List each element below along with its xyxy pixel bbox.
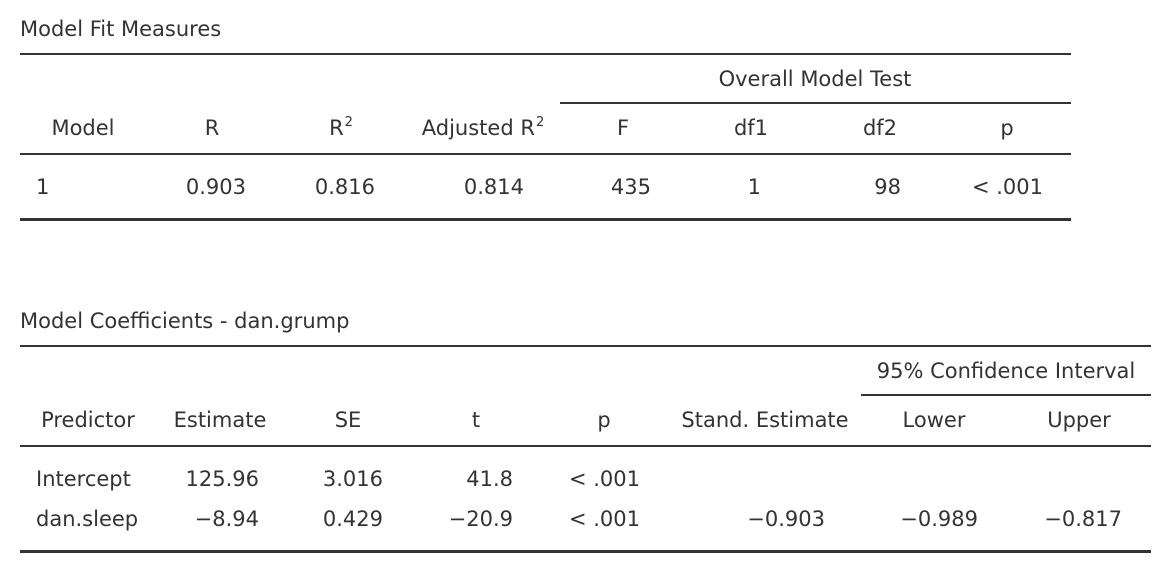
cell-lower: −0.989 (900, 507, 978, 531)
cell-predictor: dan.sleep (36, 507, 139, 531)
cell-df1: 1 (747, 175, 761, 199)
col-header-stand-estimate: Stand. Estimate (681, 408, 849, 432)
table-top-rule (20, 345, 1151, 347)
cell-estimate: 125.96 (185, 467, 259, 491)
cell-p: < .001 (971, 175, 1043, 199)
col-header-r: R (204, 116, 220, 140)
cell-r: 0.903 (185, 175, 246, 199)
table-bottom-rule (20, 550, 1151, 553)
col-header-f: F (616, 116, 630, 140)
col-header-p: p (597, 408, 611, 432)
cell-estimate: −8.94 (194, 507, 259, 531)
col-header-df2: df2 (862, 116, 898, 140)
cell-t: 41.8 (466, 467, 513, 491)
col-header-lower: Lower (902, 408, 966, 432)
header-bottom-rule (20, 445, 1151, 447)
cell-stand-estimate: −0.903 (747, 507, 825, 531)
group-header-rule (560, 102, 1071, 104)
header-bottom-rule (20, 153, 1071, 155)
overall-model-test-header: Overall Model Test (718, 67, 912, 91)
cell-t: −20.9 (448, 507, 513, 531)
cell-se: 0.429 (322, 507, 383, 531)
col-header-t: t (471, 408, 481, 432)
cell-p: < .001 (568, 507, 640, 531)
col-header-se: SE (334, 408, 362, 432)
model-fit-title: Model Fit Measures (20, 17, 222, 41)
confidence-interval-header: 95% Confidence Interval (876, 359, 1136, 383)
cell-adjusted-r-squared: 0.814 (463, 175, 524, 199)
cell-se: 3.016 (322, 467, 383, 491)
cell-p: < .001 (568, 467, 640, 491)
cell-model: 1 (36, 175, 50, 199)
cell-upper: −0.817 (1044, 507, 1122, 531)
cell-f: 435 (610, 175, 651, 199)
col-header-adjusted-r-squared: Adjusted R2 (421, 115, 545, 140)
col-header-estimate: Estimate (173, 408, 267, 432)
col-header-r-squared: R2 (329, 115, 353, 140)
col-header-predictor: Predictor (41, 408, 135, 432)
col-header-df1: df1 (733, 116, 769, 140)
col-header-upper: Upper (1047, 408, 1111, 432)
table-bottom-rule (20, 218, 1071, 221)
cell-r-squared: 0.816 (314, 175, 375, 199)
table-top-rule (20, 53, 1071, 55)
model-coefficients-title: Model Coefficients - dan.grump (20, 309, 350, 333)
cell-df2: 98 (874, 175, 901, 199)
col-header-model: Model (51, 116, 115, 140)
cell-predictor: Intercept (36, 467, 131, 491)
group-header-rule (861, 394, 1151, 396)
col-header-p: p (1000, 116, 1014, 140)
